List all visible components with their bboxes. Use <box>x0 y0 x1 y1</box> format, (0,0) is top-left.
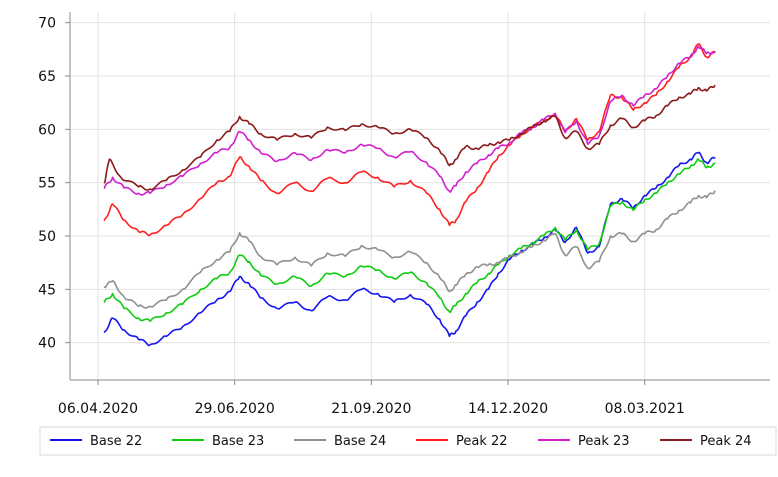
legend-label: Peak 22 <box>456 434 508 449</box>
x-tick-label: 29.06.2020 <box>195 401 275 417</box>
series-line-base-23 <box>103 158 716 323</box>
y-tick-label: 60 <box>38 122 56 138</box>
legend-box <box>39 426 777 456</box>
x-tick-label: 08.03.2021 <box>605 401 685 417</box>
legend: Base 22 Base 23 Base 24 Peak 22 Peak 23 Peak … <box>39 426 777 456</box>
y-tick-label: 70 <box>38 16 56 32</box>
legend-label: Base 23 <box>212 434 264 449</box>
y-tick-label: 40 <box>38 336 56 352</box>
legend-label: Peak 24 <box>700 434 752 449</box>
series-lines <box>103 43 716 347</box>
series-line-base-22 <box>103 151 716 347</box>
series-line-base-24 <box>103 190 716 309</box>
axes: 40 45 50 55 60 65 70 06.04.2020 29.06.2020 21.09.… <box>38 12 770 417</box>
series-line-peak-22 <box>103 43 716 237</box>
legend-label: Peak 23 <box>578 434 630 449</box>
series-line-peak-23 <box>103 45 716 196</box>
x-tick-label: 21.09.2020 <box>331 401 411 417</box>
y-tick-label: 55 <box>38 176 56 192</box>
y-tick-label: 45 <box>38 282 56 298</box>
legend-label: Base 22 <box>90 434 142 449</box>
y-tick-label: 65 <box>38 69 56 85</box>
grid <box>70 12 770 380</box>
series-line-peak-24 <box>103 84 716 191</box>
legend-label: Base 24 <box>334 434 386 449</box>
x-tick-label: 06.04.2020 <box>58 401 138 417</box>
x-tick-label: 14.12.2020 <box>468 401 548 417</box>
y-tick-label: 50 <box>38 229 56 245</box>
